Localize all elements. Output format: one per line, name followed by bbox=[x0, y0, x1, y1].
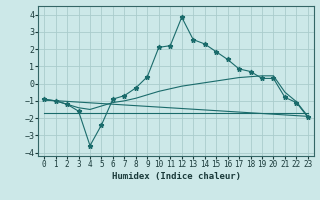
X-axis label: Humidex (Indice chaleur): Humidex (Indice chaleur) bbox=[111, 172, 241, 181]
